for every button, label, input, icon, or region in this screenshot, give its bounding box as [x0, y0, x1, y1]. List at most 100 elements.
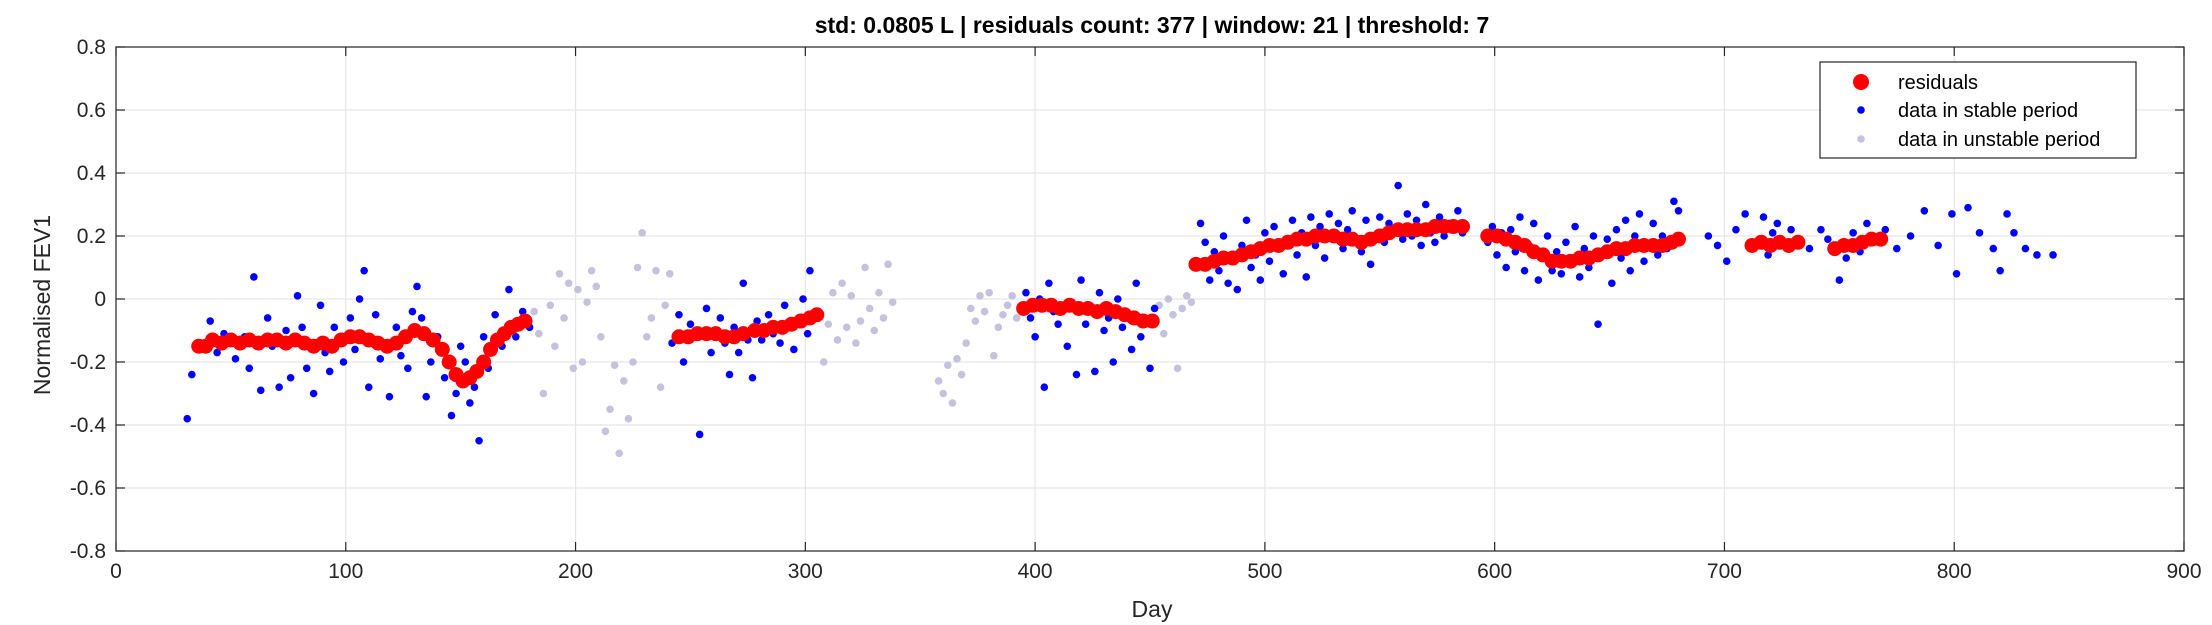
legend-marker-unstable	[1857, 135, 1865, 143]
stable-data-point	[1580, 244, 1589, 253]
stable-data-point	[339, 358, 348, 366]
stable-data-point	[250, 273, 258, 281]
stable-data-point	[1440, 232, 1448, 240]
unstable-data-point	[939, 389, 947, 398]
stable-data-point	[1394, 181, 1402, 190]
stable-data-point	[753, 317, 761, 325]
stable-data-point	[1435, 213, 1444, 221]
unstable-data-point	[583, 298, 591, 306]
stable-data-point	[263, 314, 272, 322]
x-tick-label: 400	[1018, 560, 1053, 583]
stable-data-point	[1238, 241, 1246, 250]
stable-data-point	[1817, 225, 1825, 234]
stable-data-point	[1674, 207, 1683, 215]
stable-data-point	[1054, 320, 1062, 329]
stable-data-point	[440, 373, 449, 382]
stable-data-point	[1132, 279, 1141, 288]
stable-data-point	[1975, 229, 1984, 237]
stable-data-point	[764, 310, 773, 319]
stable-data-point	[470, 383, 479, 392]
stable-data-point	[417, 314, 426, 322]
unstable-data-point	[652, 266, 660, 275]
stable-data-point	[1362, 216, 1370, 225]
stable-data-point	[1562, 238, 1570, 247]
stable-data-point	[475, 436, 483, 445]
stable-data-point	[1146, 364, 1154, 373]
stable-data-point	[385, 392, 394, 401]
stable-data-point	[695, 430, 704, 439]
unstable-data-point	[539, 389, 548, 398]
stable-data-point	[479, 333, 488, 341]
unstable-data-point	[884, 260, 892, 269]
unstable-data-point	[824, 320, 833, 329]
residual-point	[1144, 313, 1160, 329]
stable-data-point	[1892, 244, 1901, 253]
stable-data-point	[231, 355, 240, 363]
stable-data-point	[355, 295, 364, 303]
stable-data-point	[1764, 251, 1772, 259]
stable-data-point	[1773, 219, 1782, 228]
x-axis-label: Day	[1132, 596, 1173, 622]
stable-data-point	[325, 367, 334, 376]
unstable-data-point	[620, 377, 628, 385]
unstable-data-point	[999, 310, 1007, 319]
unstable-data-point	[875, 288, 883, 297]
unstable-data-point	[829, 288, 837, 297]
stable-data-point	[1293, 251, 1301, 259]
unstable-data-point	[606, 405, 614, 414]
stable-data-point	[1670, 197, 1678, 206]
unstable-data-point	[546, 301, 555, 310]
unstable-data-point	[569, 364, 578, 373]
x-tick-label: 200	[558, 560, 593, 583]
series-residuals	[191, 219, 1889, 389]
stable-data-point	[1617, 254, 1625, 262]
stable-data-point	[1842, 254, 1851, 262]
unstable-data-point	[980, 307, 989, 316]
stable-data-point	[1722, 257, 1731, 266]
stable-data-point	[725, 370, 734, 379]
stable-data-point	[1649, 219, 1658, 228]
stable-data-point	[1431, 238, 1439, 247]
stable-data-point	[1863, 219, 1871, 228]
x-tick-label: 800	[1937, 560, 1972, 583]
y-tick-label: -0.6	[70, 477, 106, 500]
stable-data-point	[1215, 266, 1223, 275]
stable-data-point	[1150, 304, 1159, 313]
stable-data-point	[1621, 216, 1630, 225]
unstable-data-point	[530, 307, 538, 316]
stable-data-point	[1732, 225, 1740, 234]
stable-data-point	[1948, 210, 1956, 218]
stable-data-point	[422, 392, 431, 401]
stable-data-point	[1557, 270, 1566, 278]
stable-data-point	[1109, 358, 1118, 366]
stable-data-point	[346, 314, 355, 322]
stable-data-point	[286, 373, 295, 382]
stable-data-point	[512, 333, 520, 341]
stable-data-point	[1118, 323, 1127, 332]
stable-data-point	[1040, 383, 1049, 392]
stable-data-point	[1805, 244, 1814, 253]
stable-data-point	[364, 383, 373, 392]
stable-data-point	[1403, 210, 1412, 218]
stable-data-point	[188, 370, 196, 379]
stable-data-point	[1552, 247, 1561, 256]
stable-data-point	[1529, 219, 1538, 228]
stable-data-point	[1137, 333, 1145, 341]
stable-data-point	[1205, 276, 1214, 284]
stable-data-point	[491, 310, 499, 319]
unstable-data-point	[994, 323, 1003, 332]
stable-data-point	[1964, 203, 1972, 212]
chart-title: std: 0.0805 L | residuals count: 377 | w…	[815, 12, 1490, 38]
stable-data-point	[2033, 251, 2041, 259]
stable-data-point	[1421, 200, 1430, 209]
x-tick-label: 100	[328, 560, 363, 583]
stable-data-point	[275, 383, 283, 392]
stable-data-point	[1210, 247, 1219, 256]
stable-data-point	[776, 339, 784, 347]
stable-data-point	[1072, 370, 1081, 379]
unstable-data-point	[560, 314, 568, 322]
y-tick-label: -0.8	[70, 540, 106, 563]
stable-data-point	[1502, 263, 1510, 272]
stable-data-point	[1343, 225, 1352, 234]
